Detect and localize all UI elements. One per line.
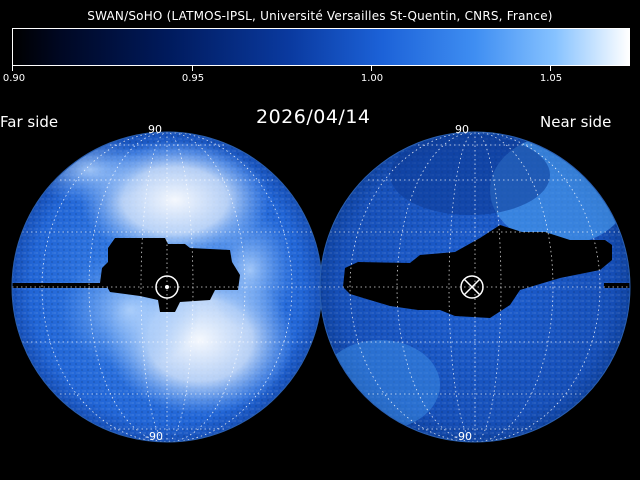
colorbar-tick-label: 0.90 — [2, 73, 26, 84]
colorbar-tick-label: 1.05 — [539, 73, 563, 84]
colorbar-tick-label: 1.00 — [360, 73, 384, 84]
colorbar — [12, 28, 630, 66]
colorbar-tick-mark — [192, 66, 193, 71]
colorbar-tick-mark — [550, 66, 551, 71]
latitude-label-bottom: -90 — [454, 430, 472, 443]
observation-date: 2026/04/14 — [256, 106, 371, 128]
sun-icon — [155, 275, 179, 299]
latitude-label-top: 90 — [148, 123, 162, 136]
latitude-label-bottom: -90 — [145, 430, 163, 443]
colorbar-tick-label: 0.95 — [181, 73, 205, 84]
colorbar-tick-mark — [371, 66, 372, 71]
near-side-map — [320, 132, 630, 442]
credit-line: SWAN/SoHO (LATMOS-IPSL, Université Versa… — [87, 9, 553, 23]
near-side-label: Near side — [540, 113, 612, 131]
latitude-label-top: 90 — [455, 123, 469, 136]
antisun-icon — [460, 275, 484, 299]
near-side-rim — [319, 131, 631, 443]
far-side-label: Far side — [0, 113, 59, 131]
colorbar-tick-mark — [12, 66, 13, 71]
